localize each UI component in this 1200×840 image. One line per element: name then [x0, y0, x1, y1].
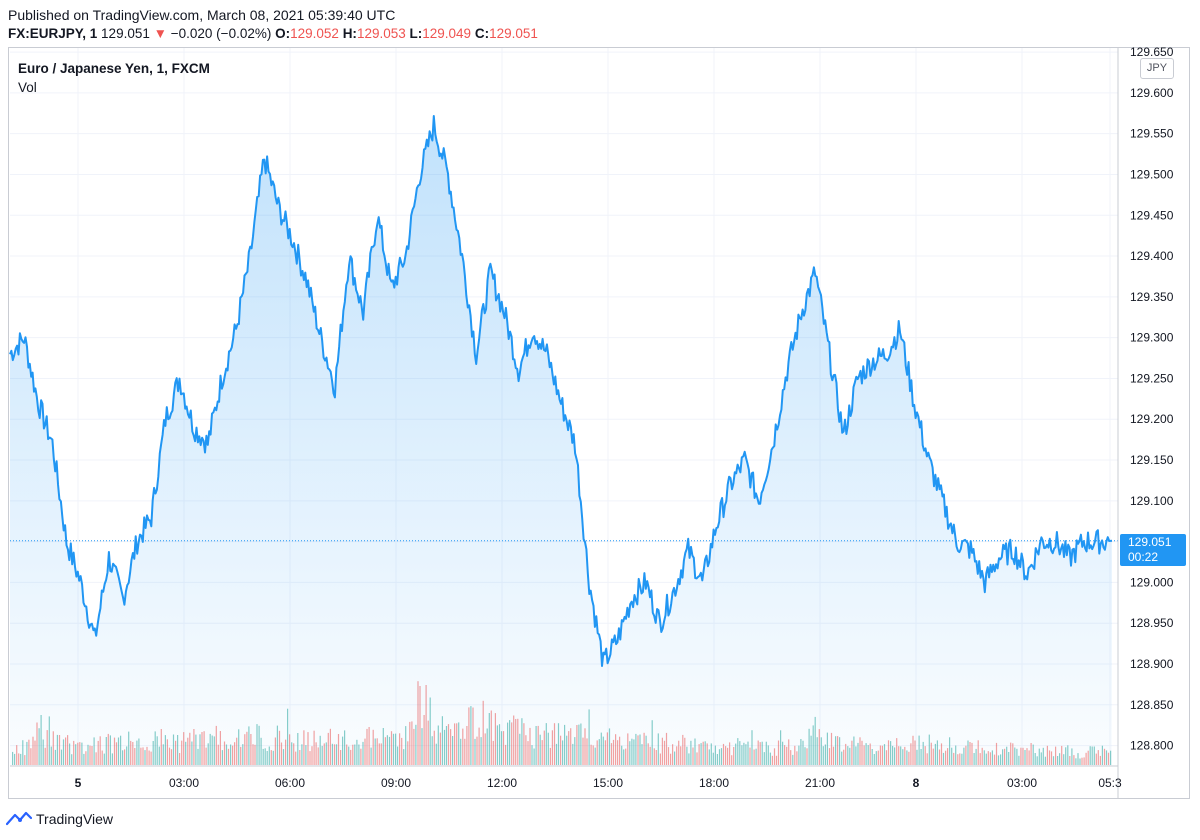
y-tick-label: 128.900 — [1130, 657, 1174, 671]
bar-countdown: 00:22 — [1128, 550, 1159, 564]
down-arrow-icon: ▼ — [153, 26, 167, 41]
y-tick-label: 129.100 — [1130, 494, 1174, 508]
last-price: 129.051 — [101, 26, 150, 41]
x-tick-label: 8 — [913, 776, 920, 790]
price-line — [9, 115, 1113, 667]
high-label: H: — [342, 26, 357, 41]
brand-name: TradingView — [36, 811, 114, 827]
legend-volume[interactable]: Vol — [18, 80, 37, 95]
price-area — [9, 115, 1118, 766]
y-tick-label: 128.950 — [1130, 616, 1174, 630]
y-tick-label: 129.600 — [1130, 86, 1174, 100]
last-price-tag: 129.051 00:22 — [1120, 534, 1186, 566]
close-label: C: — [474, 26, 490, 41]
x-tick-label: 03:00 — [169, 776, 199, 790]
price-change: −0.020 (−0.02%) — [170, 26, 272, 41]
y-tick-label: 129.550 — [1130, 127, 1174, 141]
low-label: L: — [409, 26, 423, 41]
x-tick-label: 06:00 — [275, 776, 305, 790]
x-tick-label: 03:00 — [1007, 776, 1037, 790]
y-tick-label: 129.250 — [1130, 371, 1174, 385]
y-tick-label: 129.000 — [1130, 575, 1174, 589]
y-tick-label: 128.800 — [1130, 739, 1174, 753]
open-label: O: — [275, 26, 291, 41]
y-tick-label: 129.200 — [1130, 412, 1174, 426]
y-axis[interactable]: 129.650 129.600 129.550 129.500 129.450 129.4… — [1117, 45, 1174, 799]
tradingview-logo-icon — [6, 811, 32, 826]
currency-badge[interactable]: JPY — [1140, 58, 1174, 79]
high-value: 129.053 — [356, 26, 406, 41]
y-tick-label: 129.450 — [1130, 208, 1174, 222]
x-tick-label: 15:00 — [593, 776, 623, 790]
chart-frame[interactable] — [8, 47, 1190, 799]
y-tick-label: 129.400 — [1130, 249, 1174, 263]
y-tick-label: 129.350 — [1130, 290, 1174, 304]
x-tick-label: 05:3 — [1098, 776, 1122, 790]
x-tick-label: 18:00 — [699, 776, 729, 790]
price-area-fill — [10, 116, 1112, 766]
x-axis[interactable]: 5 03:00 06:00 09:00 12:00 15:00 18:00 21:00 8 03:… — [10, 765, 1122, 790]
footer-brand[interactable]: TradingView — [6, 808, 113, 830]
x-tick-label: 09:00 — [381, 776, 411, 790]
y-tick-label: 129.300 — [1130, 331, 1174, 345]
published-info: Published on TradingView.com, March 08, … — [8, 7, 396, 23]
y-tick-label: 128.850 — [1130, 698, 1174, 712]
y-tick-label: 129.150 — [1130, 453, 1174, 467]
last-price-tag-value: 129.051 — [1128, 535, 1172, 549]
x-tick-label: 12:00 — [487, 776, 517, 790]
low-value: 129.049 — [422, 26, 472, 41]
x-tick-label: 21:00 — [805, 776, 835, 790]
y-tick-label: 129.650 — [1130, 45, 1174, 59]
x-tick-label: 5 — [75, 776, 82, 790]
legend-title[interactable]: Euro / Japanese Yen, 1, FXCM — [18, 61, 210, 76]
open-value: 129.052 — [290, 26, 339, 41]
y-tick-label: 129.500 — [1130, 167, 1174, 181]
close-value: 129.051 — [489, 26, 538, 41]
symbol-label: FX:EURJPY, 1 — [8, 26, 98, 41]
symbol-quote-bar: FX:EURJPY, 1 129.051 ▼ −0.020 (−0.02%) O… — [8, 26, 538, 41]
